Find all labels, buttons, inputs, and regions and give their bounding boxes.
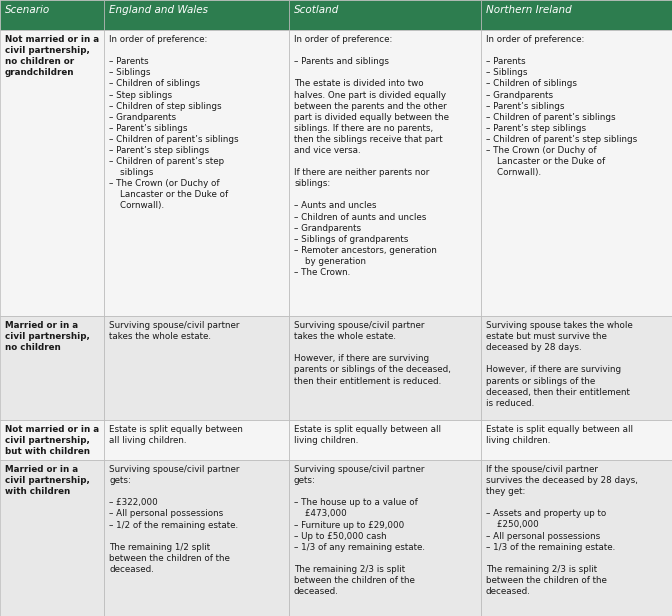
Text: Surviving spouse takes the whole
estate but must survive the
deceased by 28 days: Surviving spouse takes the whole estate … (486, 321, 633, 408)
Text: If the spouse/civil partner
survives the deceased by 28 days,
they get:

– Asset: If the spouse/civil partner survives the… (486, 465, 638, 596)
Text: Not married or in a
civil partnership,
but with children: Not married or in a civil partnership, b… (5, 425, 99, 456)
Text: In order of preference:

– Parents
– Siblings
– Children of siblings
– Grandpare: In order of preference: – Parents – Sibl… (486, 35, 637, 177)
Bar (0, 316, 104, 420)
Text: Married or in a
civil partnership,
with children: Married or in a civil partnership, with … (5, 465, 90, 496)
Bar (289, 30, 481, 316)
Text: Not married or in a
civil partnership,
no children or
grandchildren: Not married or in a civil partnership, n… (5, 35, 99, 77)
Text: Estate is split equally between all
living children.: Estate is split equally between all livi… (294, 425, 441, 445)
Bar (0, 420, 104, 460)
Text: Scenario: Scenario (5, 5, 50, 15)
Text: In order of preference:

– Parents
– Siblings
– Children of siblings
– Step sibl: In order of preference: – Parents – Sibl… (109, 35, 239, 211)
Bar (104, 316, 289, 420)
Text: Married or in a
civil partnership,
no children: Married or in a civil partnership, no ch… (5, 321, 90, 352)
Bar (289, 0, 481, 30)
Text: Estate is split equally between all
living children.: Estate is split equally between all livi… (486, 425, 633, 445)
Bar (289, 316, 481, 420)
Bar (481, 420, 672, 460)
Bar (104, 420, 289, 460)
Bar (104, 0, 289, 30)
Text: Surviving spouse/civil partner
gets:

– The house up to a value of
    £473,000
: Surviving spouse/civil partner gets: – T… (294, 465, 425, 596)
Bar (104, 30, 289, 316)
Text: Scotland: Scotland (294, 5, 339, 15)
Text: In order of preference:

– Parents and siblings

The estate is divided into two
: In order of preference: – Parents and si… (294, 35, 449, 277)
Bar (0, 30, 104, 316)
Text: Surviving spouse/civil partner
takes the whole estate.

However, if there are su: Surviving spouse/civil partner takes the… (294, 321, 451, 386)
Bar (0, 460, 104, 616)
Bar (481, 460, 672, 616)
Bar (0, 0, 104, 30)
Bar (289, 420, 481, 460)
Bar (481, 316, 672, 420)
Bar (481, 30, 672, 316)
Text: England and Wales: England and Wales (109, 5, 208, 15)
Text: Estate is split equally between
all living children.: Estate is split equally between all livi… (109, 425, 243, 445)
Bar (289, 460, 481, 616)
Text: Surviving spouse/civil partner
gets:

– £322,000
– All personal possessions
– 1/: Surviving spouse/civil partner gets: – £… (109, 465, 239, 574)
Text: Surviving spouse/civil partner
takes the whole estate.: Surviving spouse/civil partner takes the… (109, 321, 239, 341)
Bar (481, 0, 672, 30)
Bar (104, 460, 289, 616)
Text: Northern Ireland: Northern Ireland (486, 5, 572, 15)
